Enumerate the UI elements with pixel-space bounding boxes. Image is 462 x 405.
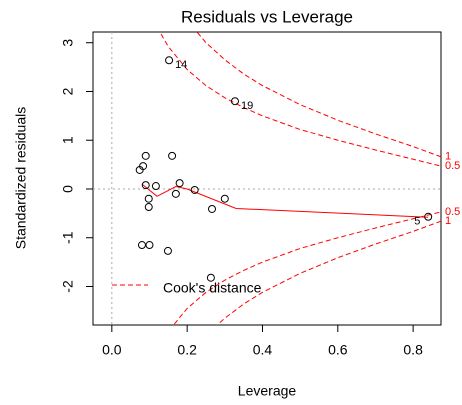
- x-tick-label: 0.6: [328, 342, 348, 358]
- point: [163, 246, 172, 255]
- y-tick-label: -1: [60, 231, 76, 244]
- x-tick-label: 0.8: [403, 342, 423, 358]
- point: [175, 179, 184, 188]
- cook-contour: [172, 211, 441, 325]
- cook-contour: [216, 220, 441, 325]
- point: [151, 182, 160, 191]
- y-axis-label: Standardized residuals: [13, 107, 29, 249]
- point: [424, 212, 433, 221]
- point-label: 14: [175, 59, 187, 71]
- point: [144, 203, 153, 212]
- plot-box: [92, 31, 442, 326]
- point: [208, 204, 217, 213]
- point: [137, 241, 146, 250]
- contour-label: 1: [445, 151, 451, 163]
- point: [165, 56, 174, 65]
- point-label: 5: [414, 216, 420, 228]
- y-tick-label: 3: [60, 39, 76, 47]
- contour-label: 0.5: [445, 160, 460, 172]
- smooth-line: [141, 183, 429, 218]
- point: [206, 273, 215, 282]
- point: [145, 241, 154, 250]
- x-tick-label: 0.0: [102, 342, 122, 358]
- point: [171, 189, 180, 198]
- x-tick-label: 0.4: [253, 342, 273, 358]
- point: [220, 194, 229, 203]
- y-tick-label: 2: [60, 87, 76, 95]
- x-tick-label: 0.2: [177, 342, 197, 358]
- point-label: 19: [241, 100, 253, 112]
- x-axis-label: Leverage: [238, 383, 297, 399]
- point: [168, 151, 177, 160]
- point: [139, 162, 148, 171]
- cook-contour: [159, 32, 441, 167]
- y-tick-label: -2: [60, 280, 76, 293]
- point: [144, 194, 153, 203]
- contour-label: 0.5: [445, 206, 460, 218]
- legend-label: Cook's distance: [163, 280, 262, 296]
- plot-area: [93, 32, 441, 325]
- contour-label: 1: [445, 215, 451, 227]
- y-tick-label: 0: [60, 185, 76, 193]
- y-tick-label: 1: [60, 136, 76, 144]
- chart-title: Residuals vs Leverage: [181, 7, 353, 26]
- point: [190, 185, 199, 194]
- point: [141, 151, 150, 160]
- point: [141, 181, 150, 190]
- point: [230, 97, 239, 106]
- cook-contour: [196, 32, 441, 158]
